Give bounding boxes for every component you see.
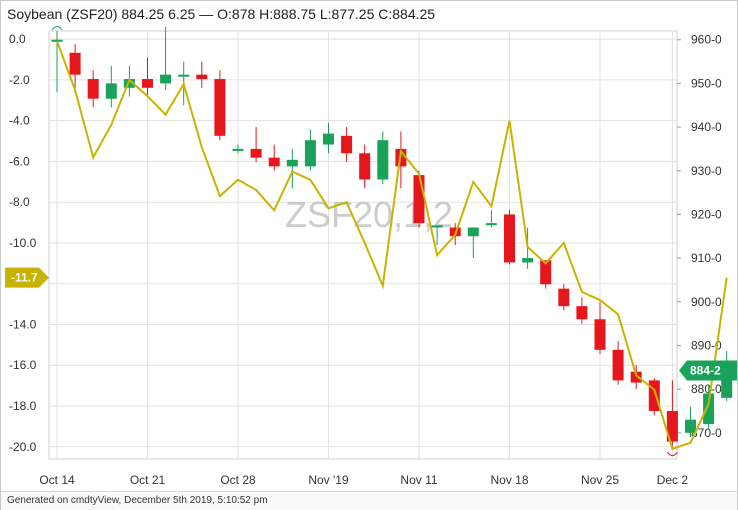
x-axis-tick-label: Dec 2 <box>657 473 689 487</box>
right-axis-tick-label: 900-0 <box>691 295 722 309</box>
x-axis-tick-label: Nov 11 <box>400 473 437 487</box>
plot-border <box>48 30 678 460</box>
candle-body[interactable] <box>485 223 497 226</box>
candle-body[interactable] <box>105 83 117 99</box>
candle-body[interactable] <box>87 79 99 99</box>
candle-body[interactable] <box>594 319 606 350</box>
candle-body[interactable] <box>160 74 172 84</box>
candle-body[interactable] <box>214 79 226 136</box>
x-axis-tick-label: Nov 18 <box>490 473 528 487</box>
right-axis-tick-label: 950-0 <box>691 76 722 90</box>
candle-body[interactable] <box>341 135 353 154</box>
candle-body[interactable] <box>69 52 81 75</box>
x-axis-tick-label: Nov 25 <box>581 473 619 487</box>
last-price-tag <box>679 360 737 381</box>
right-axis-tick-label: 920-0 <box>691 207 722 221</box>
candle-body[interactable] <box>630 371 642 383</box>
candle-body[interactable] <box>178 74 190 77</box>
candle-body[interactable] <box>666 410 678 442</box>
left-axis-tick-label: 0.0 <box>9 32 26 46</box>
left-axis-tick-label: -16.0 <box>9 358 37 372</box>
low-marker <box>666 451 678 457</box>
candle-body[interactable] <box>540 260 552 285</box>
candle-body[interactable] <box>431 225 443 228</box>
candle-body[interactable] <box>648 380 660 411</box>
candle-body[interactable] <box>286 159 298 167</box>
left-axis-tick-label: -2.0 <box>9 73 30 87</box>
candle-body[interactable] <box>123 79 135 88</box>
candle-body[interactable] <box>142 79 153 88</box>
indicator-line <box>56 40 728 451</box>
candle-body[interactable] <box>359 153 371 180</box>
left-axis-tick-label: -4.0 <box>9 114 30 128</box>
chart-title: Soybean (ZSF20) 884.25 6.25 — O:878 H:88… <box>7 6 436 22</box>
high-marker <box>51 26 63 31</box>
candle-body[interactable] <box>323 133 334 145</box>
left-axis-tick-label: -8.0 <box>9 195 30 209</box>
candle-body[interactable] <box>558 288 570 307</box>
candle-body[interactable] <box>51 39 63 42</box>
right-axis-tick-label: 960-0 <box>691 33 722 47</box>
candle-body[interactable] <box>721 370 733 398</box>
candle-body[interactable] <box>268 157 280 167</box>
x-axis-tick-label: Oct 28 <box>220 473 256 487</box>
candle-body[interactable] <box>304 140 316 167</box>
candle-body[interactable] <box>685 419 696 433</box>
candle-body[interactable] <box>504 214 515 263</box>
candle-body[interactable] <box>377 140 389 180</box>
candle-body[interactable] <box>232 148 244 151</box>
indicator-tag-label: -11.7 <box>11 271 38 285</box>
candle-body[interactable] <box>612 349 624 381</box>
right-axis-tick-label: 890-0 <box>691 338 722 352</box>
x-axis-tick-label: Nov '19 <box>308 473 349 487</box>
right-axis-tick-label: 880-0 <box>691 382 722 396</box>
candle-body[interactable] <box>467 227 479 237</box>
left-axis-tick-label: -14.0 <box>9 317 37 331</box>
left-axis-tick-label: -18.0 <box>9 399 37 413</box>
price-chart[interactable]: 0.0-2.0-4.0-6.0-8.0-10.0-12.0-14.0-16.0-… <box>1 1 738 491</box>
candle-body[interactable] <box>522 258 534 263</box>
left-axis-tick-label: -10.0 <box>9 236 37 250</box>
x-axis-tick-label: Oct 21 <box>130 473 166 487</box>
left-axis-tick-label: -20.0 <box>9 440 37 454</box>
right-axis-tick-label: 930-0 <box>691 164 722 178</box>
last-price-tag-label: 884-2 <box>690 364 721 378</box>
candle-body[interactable] <box>703 393 715 425</box>
left-axis-tick-label: -6.0 <box>9 154 30 168</box>
indicator-tag <box>5 267 49 288</box>
generated-on-text: Generated on cmdtyView, December 5th 201… <box>7 495 268 506</box>
candle-body[interactable] <box>576 306 588 320</box>
right-axis-tick-label: 910-0 <box>691 251 722 265</box>
candle-body[interactable] <box>413 175 425 224</box>
right-axis-tick-label: 940-0 <box>691 120 722 134</box>
candle-body[interactable] <box>250 148 262 158</box>
right-axis-tick-label: 870-0 <box>691 426 722 440</box>
footer-bar: Generated on cmdtyView, December 5th 201… <box>1 491 737 510</box>
candle-body[interactable] <box>196 74 208 80</box>
x-axis-tick-label: Oct 14 <box>39 473 75 487</box>
